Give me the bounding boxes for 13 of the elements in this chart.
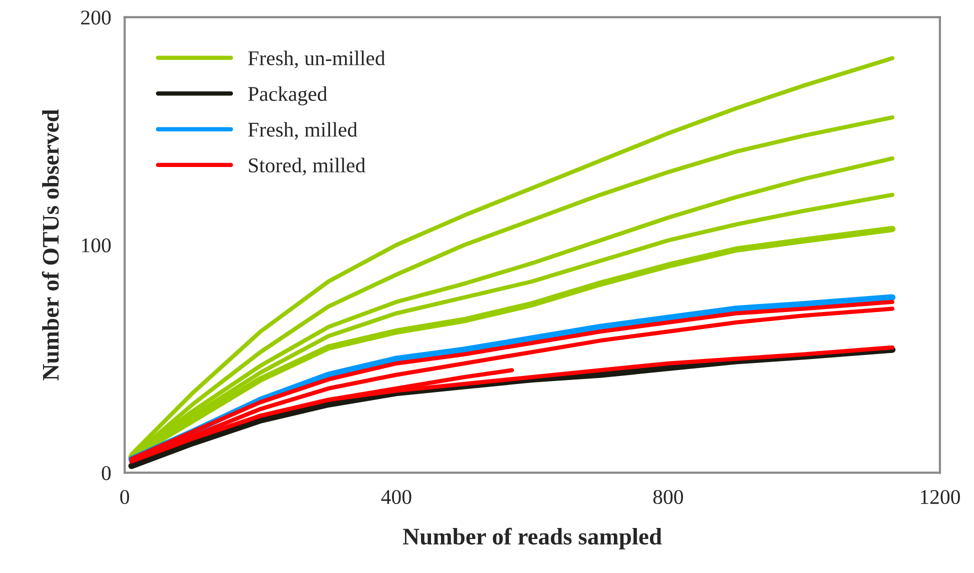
x-tick-label: 1200	[920, 490, 960, 504]
legend-label: Packaged	[248, 86, 328, 106]
y-tick-label: 200	[81, 10, 111, 25]
legend-label: Fresh, un-milled	[248, 50, 386, 68]
legend-label: Fresh, milled	[248, 122, 358, 140]
y-tick-label: 100	[82, 238, 111, 252]
y-axis-title: Number of OTUs observed	[42, 109, 59, 380]
x-tick-label: 0	[120, 490, 130, 504]
legend-label: Stored, milled	[248, 158, 366, 176]
x-tick-label: 800	[653, 490, 683, 504]
x-tick-label: 400	[381, 490, 412, 504]
y-tick-label: 0	[102, 466, 111, 480]
x-axis-title: Number of reads sampled	[402, 528, 662, 550]
